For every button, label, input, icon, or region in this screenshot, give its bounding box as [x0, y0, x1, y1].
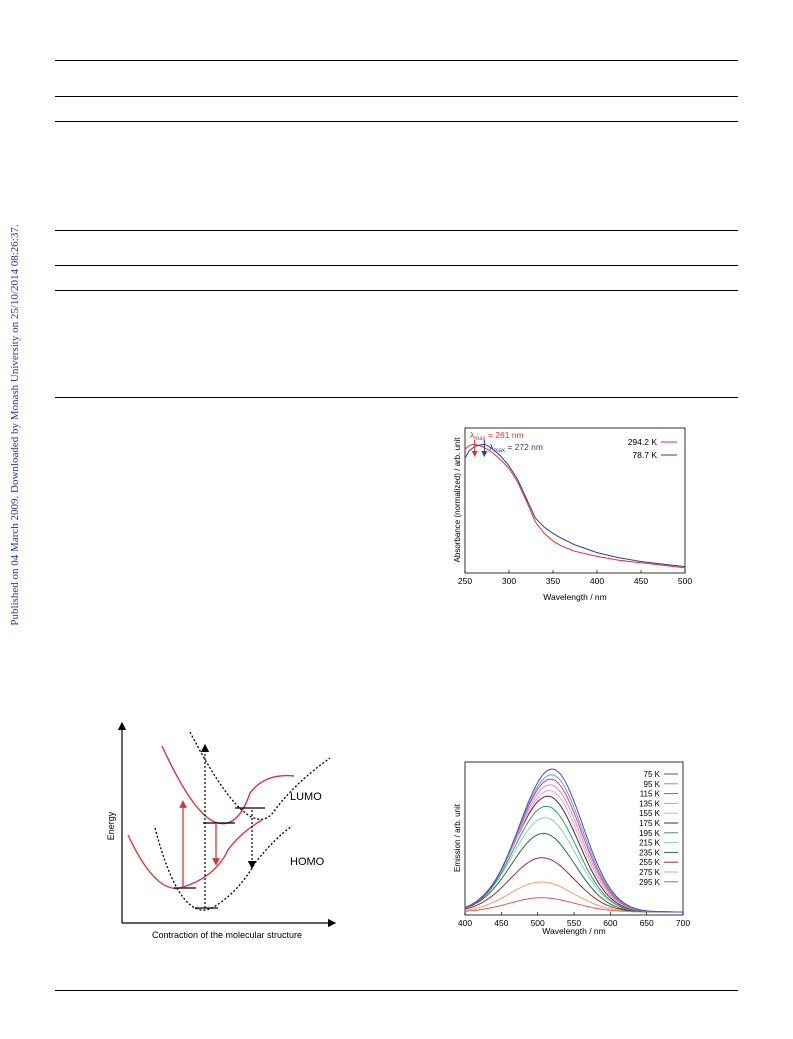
- rule: [55, 265, 738, 266]
- legend-entry: 155 K: [639, 809, 661, 818]
- lambda-max-label: λmax = 272 nm: [489, 442, 543, 454]
- x-tick-label: 350: [546, 576, 560, 586]
- rule: [55, 121, 738, 122]
- rule: [55, 290, 738, 291]
- y-axis-label: Absorbance (normalized) / arb. unit: [453, 437, 462, 563]
- x-axis-label: Wavelength / nm: [542, 926, 605, 936]
- legend-entry: 75 K: [644, 770, 661, 779]
- legend-entry: 295 K: [639, 878, 661, 887]
- lambda-max-label: λmax = 261 nm: [470, 430, 524, 442]
- legend-entry: 215 K: [639, 839, 661, 848]
- x-tick-label: 600: [603, 918, 617, 928]
- series-line: [464, 443, 686, 569]
- lumo-red-curve: [161, 745, 295, 825]
- series-line: [464, 443, 686, 568]
- homo-red-curve: [127, 819, 263, 890]
- lumo-dotted-curve: [189, 731, 331, 820]
- x-tick-label: 500: [678, 576, 692, 586]
- legend-entry: 195 K: [639, 829, 661, 838]
- x-tick-label: 650: [640, 918, 654, 928]
- publication-note: Published on 04 March 2009. Downloaded b…: [9, 224, 21, 626]
- rule: [55, 96, 738, 97]
- x-tick-label: 250: [458, 576, 472, 586]
- legend-entry: 275 K: [639, 868, 661, 877]
- y-axis-label: Emission / arb. unit: [453, 803, 462, 872]
- plot-frame: [464, 427, 686, 574]
- rule: [55, 230, 738, 231]
- legend-entry: 78.7 K: [632, 450, 657, 460]
- legend-entry: 255 K: [639, 858, 661, 867]
- lambda-max-arrowhead: [471, 451, 478, 457]
- legend-entry: 95 K: [644, 780, 661, 789]
- x-tick-label: 500: [531, 918, 545, 928]
- x-axis-label: Contraction of the molecular structure: [152, 930, 302, 940]
- publication-sidebar: Published on 04 March 2009. Downloaded b…: [2, 224, 28, 625]
- x-tick-label: 450: [634, 576, 648, 586]
- x-tick-label: 450: [494, 918, 508, 928]
- x-tick-label: 300: [502, 576, 516, 586]
- x-tick-label: 550: [567, 918, 581, 928]
- series-line: [464, 768, 683, 913]
- legend-entry: 115 K: [640, 790, 661, 799]
- homo-dotted-curve: [154, 825, 293, 911]
- rule: [55, 990, 738, 991]
- y-axis-label: Energy: [106, 811, 116, 840]
- lumo-label: LUMO: [290, 791, 322, 803]
- rule: [55, 397, 738, 398]
- x-tick-label: 400: [458, 918, 472, 928]
- legend-entry: 294.2 K: [628, 437, 658, 447]
- legend-entry: 235 K: [639, 848, 661, 857]
- x-tick-label: 700: [676, 918, 690, 928]
- legend-entry: 135 K: [639, 799, 661, 808]
- lambda-max-arrowhead: [481, 451, 488, 457]
- energy-diagram: LUMO HOMO Contraction of the molecular s…: [106, 721, 337, 940]
- homo-label: HOMO: [290, 856, 325, 868]
- legend-entry: 175 K: [639, 819, 661, 828]
- x-axis-label: Wavelength / nm: [543, 592, 606, 602]
- x-tick-label: 400: [590, 576, 604, 586]
- rule: [55, 60, 738, 61]
